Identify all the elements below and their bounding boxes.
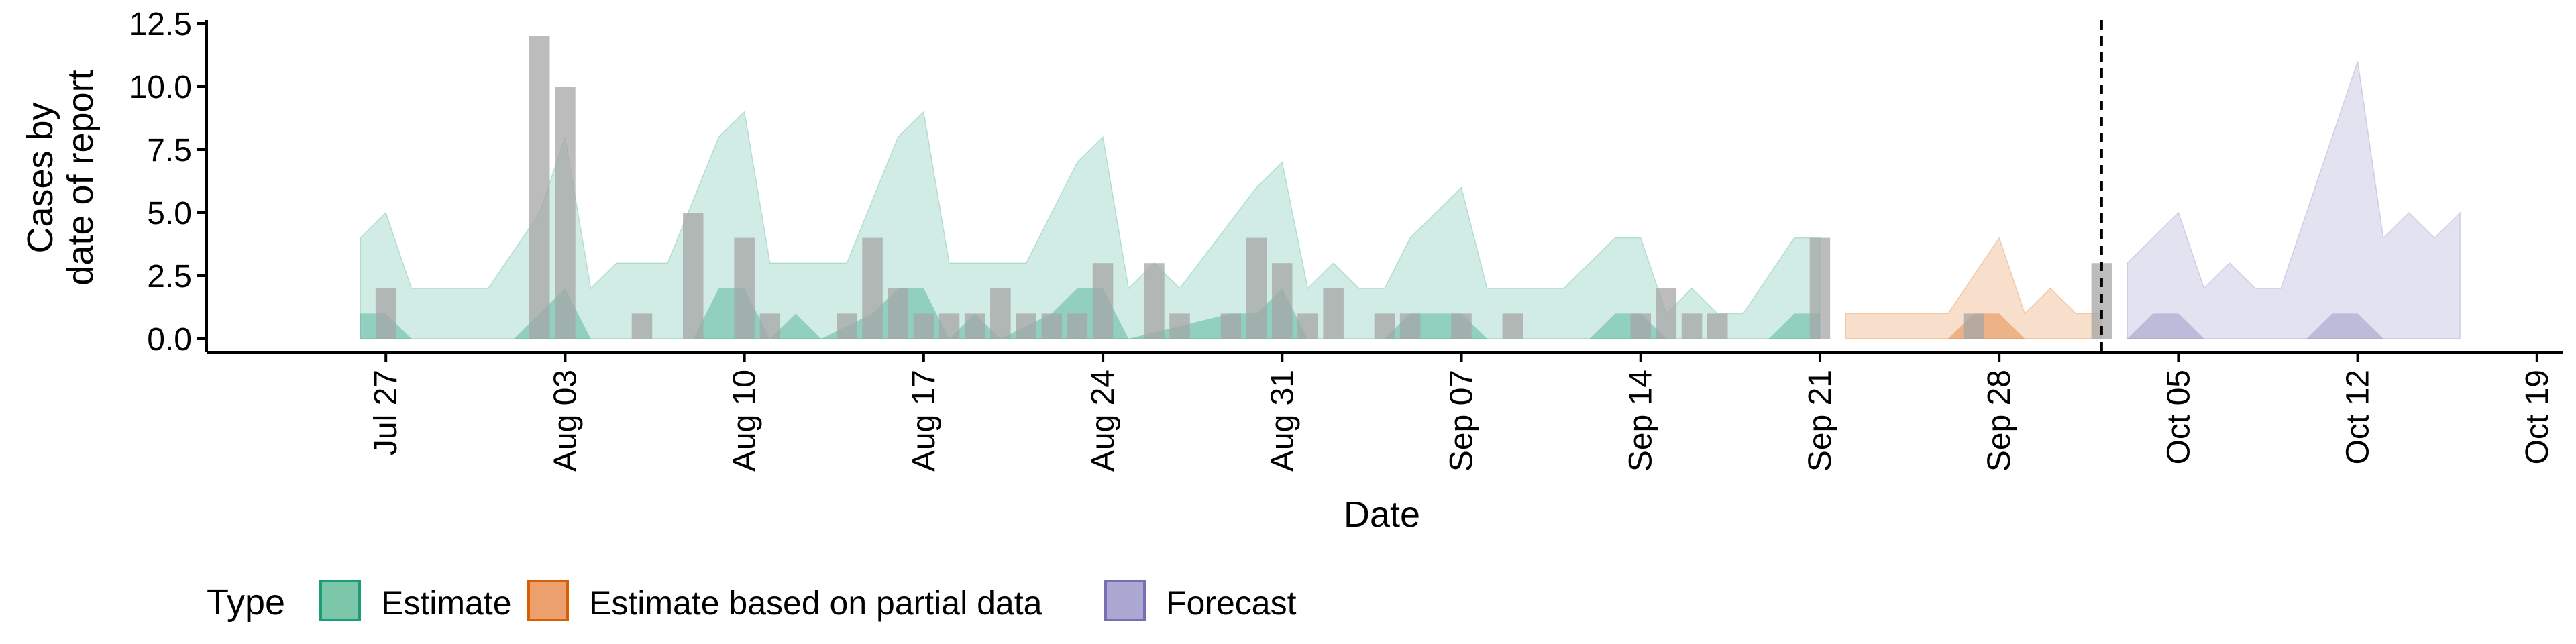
x-axis-label: Date <box>1344 494 1420 535</box>
y-tick-label-0: 0.0 <box>147 322 192 358</box>
bar-0 <box>375 288 396 339</box>
bar-4 <box>683 213 704 339</box>
outer-ribbons <box>360 61 2461 339</box>
x-tick-label-9: Sep 28 <box>1982 370 2017 472</box>
legend-key-0 <box>319 580 361 621</box>
x-tick-label-4: Aug 24 <box>1085 370 1121 472</box>
bar-8 <box>862 237 883 339</box>
bar-14 <box>1016 313 1036 339</box>
bar-3 <box>631 313 653 339</box>
bar-20 <box>1220 313 1242 339</box>
x-tick-label-10: Oct 05 <box>2161 370 2196 464</box>
x-tick-label-2: Aug 10 <box>727 370 763 472</box>
bar-34 <box>1963 313 1984 339</box>
bar-28 <box>1502 313 1523 339</box>
y-axis-label-line2: date of report <box>60 70 101 285</box>
bar-2 <box>555 87 576 339</box>
y-tick-label-5: 12.5 <box>129 7 192 42</box>
bar-6 <box>759 313 781 339</box>
bar-27 <box>1451 313 1472 339</box>
bar-10 <box>913 313 934 339</box>
bar-7 <box>837 313 857 339</box>
bar-12 <box>964 313 985 339</box>
bar-22 <box>1272 263 1293 339</box>
bar-1 <box>529 36 550 339</box>
x-tick-label-3: Aug 17 <box>906 370 942 472</box>
y-axis-label-line1: Cases by <box>20 102 60 253</box>
x-tick-label-7: Sep 14 <box>1623 370 1659 472</box>
bar-18 <box>1144 263 1165 339</box>
x-tick-label-11: Oct 12 <box>2341 370 2376 464</box>
bar-33 <box>1809 237 1831 339</box>
reported-cases-bars <box>375 36 2112 339</box>
x-tick-label-6: Sep 07 <box>1444 370 1480 472</box>
bar-5 <box>734 237 755 339</box>
x-tick-label-12: Oct 19 <box>2520 370 2555 464</box>
legend-label-0: Estimate <box>381 584 512 622</box>
bar-19 <box>1169 313 1190 339</box>
legend-title: Type <box>207 582 285 623</box>
legend-label-1: Estimate based on partial data <box>589 584 1042 622</box>
bar-9 <box>888 288 908 339</box>
bar-31 <box>1681 313 1703 339</box>
bar-17 <box>1092 263 1114 339</box>
bar-29 <box>1630 313 1651 339</box>
y-tick-label-3: 7.5 <box>147 133 192 168</box>
legend-key-1 <box>527 580 569 621</box>
bar-16 <box>1067 313 1088 339</box>
bar-13 <box>990 288 1011 339</box>
bar-25 <box>1374 313 1395 339</box>
bar-23 <box>1297 313 1318 339</box>
bar-24 <box>1323 288 1344 339</box>
y-tick-label-2: 5.0 <box>147 196 192 231</box>
series-2-inner-band <box>2127 313 2461 339</box>
x-tick-label-0: Jul 27 <box>368 370 404 455</box>
bar-21 <box>1246 237 1267 339</box>
y-tick-label-4: 10.0 <box>129 70 192 105</box>
x-tick-label-8: Sep 21 <box>1803 370 1838 472</box>
legend-key-2 <box>1104 580 1146 621</box>
y-tick-label-1: 2.5 <box>147 259 192 294</box>
bar-26 <box>1399 313 1421 339</box>
x-tick-label-5: Aug 31 <box>1265 370 1300 472</box>
axes: 0.0 2.5 5.0 7.5 10.0 12.5 Jul 27 Aug 03 Aug 10 Au… <box>129 7 2563 472</box>
bar-15 <box>1041 313 1062 339</box>
series-2-outer-band <box>2127 61 2461 339</box>
bar-30 <box>1656 288 1677 339</box>
legend: Type Estimate Estimate based on partial d… <box>207 580 1297 623</box>
x-tick-label-1: Aug 03 <box>547 370 583 472</box>
legend-label-2: Forecast <box>1166 584 1297 622</box>
bar-11 <box>938 313 960 339</box>
bar-32 <box>1707 313 1728 339</box>
